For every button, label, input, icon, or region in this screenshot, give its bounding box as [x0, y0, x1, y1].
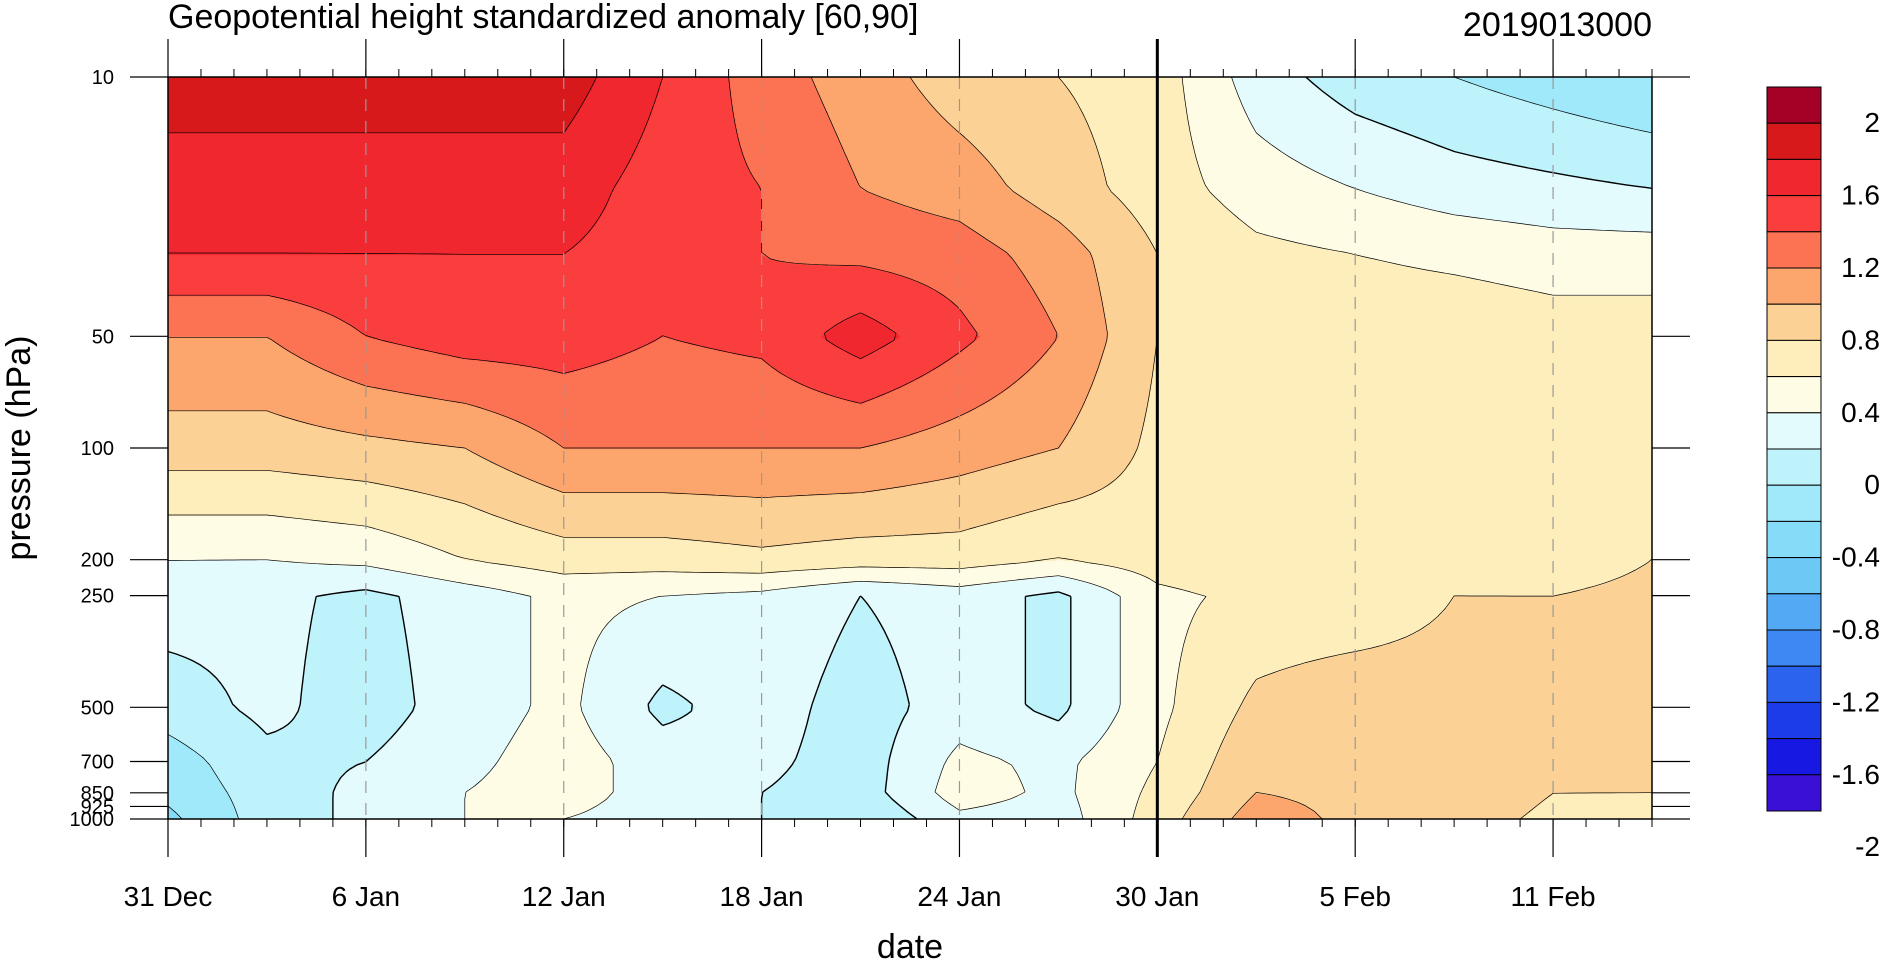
colorbar-label: -0.4: [1832, 542, 1880, 573]
colorbar-label: 0.4: [1841, 397, 1880, 428]
contour-line: [168, 77, 978, 404]
colorbar-box: [1766, 122, 1822, 160]
x-axis-ticks: 31 Dec 6 Jan 12 Jan 18 Jan 24 Jan 30 Jan 5 Feb…: [124, 39, 1653, 912]
colorbar-box: [1766, 86, 1822, 124]
colorbar-box: [1766, 195, 1822, 233]
colorbar-box: [1766, 557, 1822, 595]
contour-line: [168, 77, 1058, 449]
contour-field: [168, 77, 1652, 819]
x-tick-label: 6 Jan: [332, 881, 401, 912]
y-tick-label: 700: [81, 752, 114, 774]
colorbar-box: [1766, 267, 1822, 305]
colorbar-box: [1766, 520, 1822, 559]
contour-line: [168, 77, 598, 134]
colorbar-box: [1766, 231, 1822, 269]
contour-line: [168, 77, 1323, 819]
colorbar-label: -1.6: [1832, 759, 1880, 790]
y-tick-label: 50: [92, 326, 114, 348]
colorbar-box: [1766, 412, 1822, 450]
y-tick-label: 925: [81, 796, 114, 818]
colorbar-label: 0.8: [1841, 324, 1880, 355]
y-axis-label: pressure (hPa): [0, 336, 38, 561]
colorbar-box: [1766, 339, 1822, 378]
colorbar-box: [1766, 448, 1822, 486]
colorbar-box: [1766, 158, 1822, 197]
y-tick-label: 200: [81, 550, 114, 572]
colorbar-label: 1.2: [1841, 252, 1880, 283]
colorbar-label: 1.6: [1841, 180, 1880, 211]
colorbar-box: [1766, 665, 1822, 703]
init-time-label: 2019013000: [1463, 6, 1652, 44]
x-tick-label: 24 Jan: [917, 881, 1001, 912]
y-tick-label: 1000: [70, 809, 115, 831]
y-tick-label: 850: [81, 783, 114, 805]
contour-line: [168, 77, 897, 360]
colorbar-label: -2: [1855, 831, 1880, 862]
colorbar-label: -1.2: [1832, 686, 1880, 717]
colorbar-box: [1766, 593, 1822, 631]
y-tick-label: 10: [92, 67, 114, 89]
x-tick-label: 31 Dec: [124, 881, 213, 912]
colorbar: 2 1.6 1.2 0.8 0.4 0 -0.4 -0.8 -1.2 -1.6 -2: [1766, 86, 1880, 862]
x-tick-label: 5 Feb: [1319, 881, 1391, 912]
colorbar-box: [1766, 701, 1822, 740]
colorbar-label: -0.8: [1832, 614, 1880, 645]
x-axis-label: date: [877, 928, 943, 963]
colorbar-label: 0: [1864, 469, 1880, 500]
y-tick-label: 100: [81, 438, 114, 460]
colorbar-box: [1766, 376, 1822, 414]
y-tick-label: 250: [81, 586, 114, 608]
x-tick-label: 12 Jan: [522, 881, 606, 912]
contour-lines: [168, 77, 1652, 819]
chart-title: Geopotential height standardized anomaly…: [168, 0, 918, 36]
x-tick-label: 11 Feb: [1511, 881, 1596, 912]
colorbar-box: [1766, 629, 1822, 667]
contour-line: [168, 805, 183, 819]
x-tick-label: 30 Jan: [1115, 881, 1199, 912]
contour-field-image: [168, 77, 1652, 819]
contour-line: [168, 77, 1652, 819]
colorbar-box: [1766, 303, 1822, 341]
contour-line: [168, 77, 1652, 819]
contour-line: [168, 77, 1652, 819]
contour-line: [168, 77, 1652, 819]
colorbar-box: [1766, 738, 1822, 776]
x-tick-label: 18 Jan: [720, 881, 804, 912]
colorbar-box: [1766, 484, 1822, 522]
colorbar-label: 2: [1864, 107, 1880, 138]
contour-line: [168, 77, 1652, 819]
colorbar-box: [1766, 774, 1822, 812]
y-tick-label: 500: [81, 697, 114, 719]
